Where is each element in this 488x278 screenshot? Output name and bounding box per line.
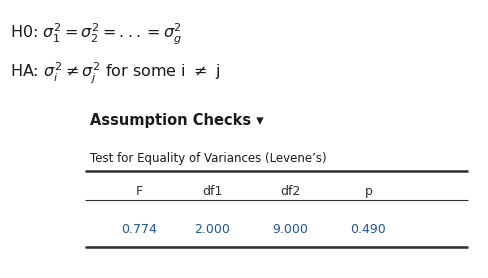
Text: 0.774: 0.774: [121, 223, 157, 236]
Text: 9.000: 9.000: [272, 223, 308, 236]
Text: HA: $\sigma_i^2 \neq \sigma_j^2$ for some i $\neq$ j: HA: $\sigma_i^2 \neq \sigma_j^2$ for som…: [10, 61, 220, 86]
Text: F: F: [136, 185, 142, 198]
Text: H0: $\sigma_1^2 = \sigma_2^2 = ... = \sigma_g^2$: H0: $\sigma_1^2 = \sigma_2^2 = ... = \si…: [10, 22, 182, 47]
Text: Test for Equality of Variances (Levene’s): Test for Equality of Variances (Levene’s…: [90, 152, 327, 165]
Text: 2.000: 2.000: [194, 223, 230, 236]
Text: df2: df2: [280, 185, 301, 198]
Text: df1: df1: [202, 185, 223, 198]
Text: 0.490: 0.490: [350, 223, 386, 236]
Text: Assumption Checks ▾: Assumption Checks ▾: [90, 113, 264, 128]
Text: p: p: [365, 185, 372, 198]
